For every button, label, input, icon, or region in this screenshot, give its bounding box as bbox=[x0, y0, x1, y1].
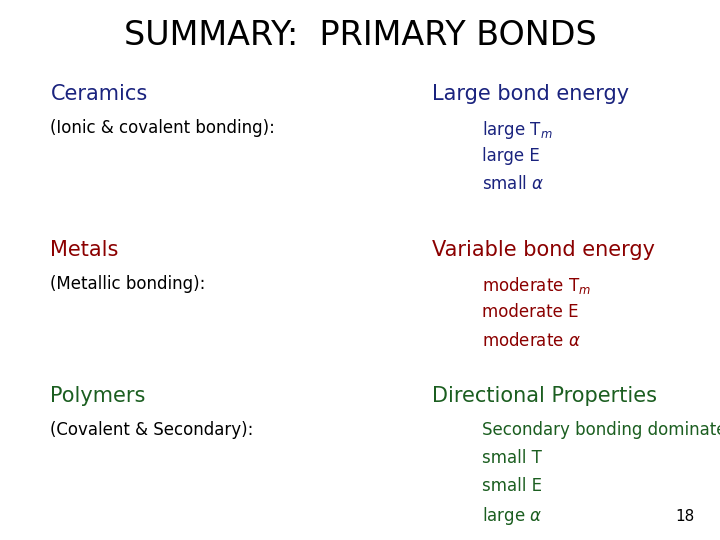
Text: Directional Properties: Directional Properties bbox=[432, 386, 657, 406]
Text: Ceramics: Ceramics bbox=[50, 84, 148, 104]
Text: large $\alpha$: large $\alpha$ bbox=[482, 505, 543, 528]
Text: (Metallic bonding):: (Metallic bonding): bbox=[50, 275, 206, 293]
Text: small E: small E bbox=[482, 477, 542, 495]
Text: small $\alpha$: small $\alpha$ bbox=[482, 175, 545, 193]
Text: moderate T$_m$: moderate T$_m$ bbox=[482, 275, 591, 296]
Text: large T$_m$: large T$_m$ bbox=[482, 119, 553, 141]
Text: Metals: Metals bbox=[50, 240, 119, 260]
Text: small T: small T bbox=[482, 449, 542, 467]
Text: Secondary bonding dominates: Secondary bonding dominates bbox=[482, 421, 720, 439]
Text: Large bond energy: Large bond energy bbox=[432, 84, 629, 104]
Text: SUMMARY:  PRIMARY BONDS: SUMMARY: PRIMARY BONDS bbox=[124, 19, 596, 52]
Text: moderate $\alpha$: moderate $\alpha$ bbox=[482, 332, 581, 349]
Text: Variable bond energy: Variable bond energy bbox=[432, 240, 655, 260]
Text: 18: 18 bbox=[675, 509, 695, 524]
Text: (Ionic & covalent bonding):: (Ionic & covalent bonding): bbox=[50, 119, 275, 137]
Text: (Covalent & Secondary):: (Covalent & Secondary): bbox=[50, 421, 253, 439]
Text: large E: large E bbox=[482, 147, 540, 165]
Text: moderate E: moderate E bbox=[482, 303, 579, 321]
Text: Polymers: Polymers bbox=[50, 386, 145, 406]
